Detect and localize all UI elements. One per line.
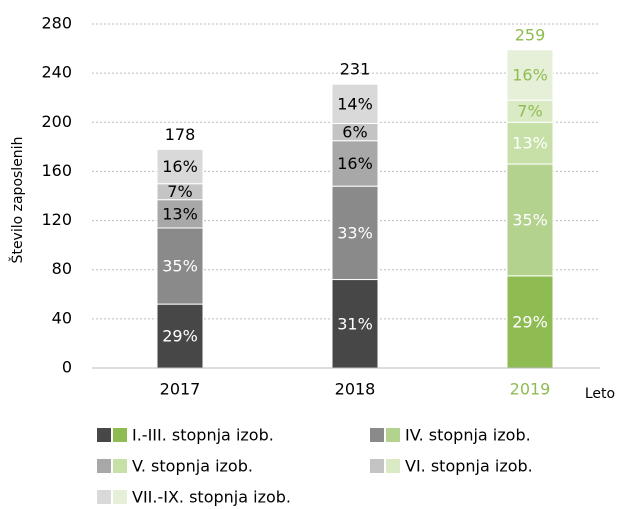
- x-tick-label: 2018: [335, 380, 376, 399]
- bar-segment: [156, 199, 204, 229]
- bar-segment: [331, 83, 379, 125]
- x-axis-label: Leto: [585, 386, 615, 402]
- legend-swatch: [113, 490, 127, 504]
- value-label: 14%: [337, 94, 373, 113]
- bar-segment: [506, 121, 554, 165]
- value-label: 16%: [162, 157, 198, 176]
- legend-swatch: [370, 459, 384, 473]
- value-label: 35%: [512, 210, 548, 229]
- legend-swatch: [113, 459, 127, 473]
- legend-swatch: [113, 428, 127, 442]
- legend-swatch: [97, 459, 111, 473]
- x-tick-label: 2019: [510, 380, 551, 399]
- bar-segment: [331, 185, 379, 281]
- y-tick-label: 120: [41, 210, 72, 229]
- legend-swatch: [386, 459, 400, 473]
- value-label: 16%: [337, 154, 373, 173]
- bar-segment: [331, 140, 379, 187]
- legend-swatch: [370, 428, 384, 442]
- value-label: 31%: [337, 314, 373, 333]
- legend-label: VII.-IX. stopnja izob.: [132, 488, 291, 507]
- value-label: 13%: [162, 204, 198, 223]
- y-axis-label: Število zaposlenih: [8, 137, 26, 264]
- y-tick-label: 240: [41, 63, 72, 82]
- bar-segment: [506, 49, 554, 101]
- value-label: 29%: [162, 327, 198, 346]
- legend-label: I.-III. stopnja izob.: [132, 426, 274, 445]
- total-label: 231: [340, 60, 371, 79]
- legend-label: V. stopnja izob.: [132, 457, 253, 476]
- y-tick-label: 160: [41, 161, 72, 180]
- value-label: 7%: [167, 182, 192, 201]
- bar-segment: [156, 303, 204, 369]
- legend-swatch: [386, 428, 400, 442]
- total-label: 259: [515, 25, 546, 44]
- y-tick-label: 280: [41, 14, 72, 33]
- value-label: 29%: [512, 312, 548, 331]
- legend-label: IV. stopnja izob.: [405, 426, 531, 445]
- value-label: 16%: [512, 65, 548, 84]
- value-label: 6%: [342, 123, 367, 142]
- bar-segment: [331, 279, 379, 369]
- legend-label: VI. stopnja izob.: [405, 457, 533, 476]
- y-tick-label: 200: [41, 112, 72, 131]
- bar-segment: [506, 163, 554, 277]
- legend-swatch: [97, 490, 111, 504]
- y-tick-label: 80: [52, 259, 72, 278]
- value-label: 7%: [517, 102, 542, 121]
- y-tick-label: 40: [52, 308, 72, 327]
- value-label: 33%: [337, 223, 373, 242]
- legend-swatch: [97, 428, 111, 442]
- total-label: 178: [165, 125, 196, 144]
- value-label: 13%: [512, 134, 548, 153]
- x-tick-label: 2017: [160, 380, 201, 399]
- value-label: 35%: [162, 257, 198, 276]
- bar-segment: [156, 148, 204, 185]
- y-tick-label: 0: [62, 358, 72, 377]
- bar-segment: [506, 275, 554, 369]
